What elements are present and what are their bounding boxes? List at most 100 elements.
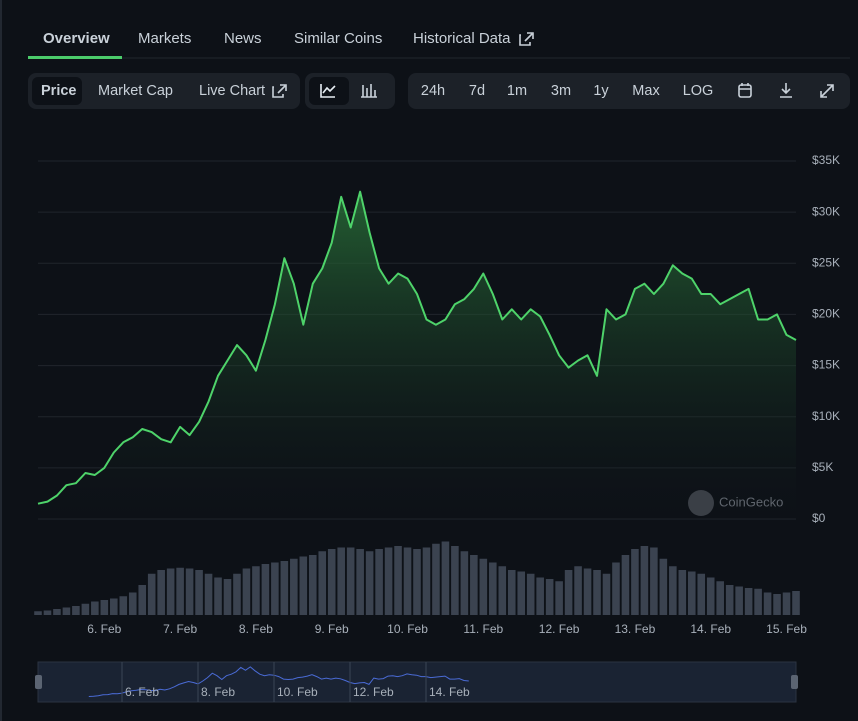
volume-bar [261, 564, 270, 615]
y-tick-label: $5K [812, 460, 833, 474]
range-button[interactable]: 24h [421, 83, 445, 99]
navigator-handle[interactable] [35, 675, 42, 689]
tab-underline [28, 56, 122, 59]
volume-bar [413, 549, 421, 615]
range-button[interactable]: 3m [551, 83, 571, 99]
range-button[interactable]: 7d [469, 83, 485, 99]
navigator-handle[interactable] [791, 675, 798, 689]
volume-bar [81, 603, 90, 615]
volume-bar [91, 601, 99, 615]
volume-bar [697, 573, 706, 615]
volume-bar [72, 606, 80, 615]
view-group [28, 73, 300, 109]
volume-bar [337, 547, 345, 615]
x-tick-label: 14. Feb [690, 622, 731, 636]
volume-bar [166, 568, 175, 615]
calendar-icon[interactable] [738, 83, 752, 98]
range-button[interactable]: 1y [593, 83, 609, 99]
fullscreen-icon[interactable] [820, 84, 834, 98]
price-area [38, 191, 796, 519]
volume-bar [242, 568, 251, 615]
watermark-logo [688, 490, 714, 516]
volume-bar [299, 556, 308, 615]
volume-bar [574, 566, 582, 615]
volume-bar [327, 549, 336, 615]
tab[interactable]: Similar Coins [294, 30, 382, 47]
volume-bar [507, 570, 516, 615]
volume-bar [754, 588, 762, 615]
view-button[interactable]: Market Cap [98, 83, 173, 99]
range-group [408, 73, 850, 109]
volume-bar [470, 555, 478, 615]
volume-bar [489, 562, 497, 615]
range-button[interactable]: Max [632, 83, 660, 99]
volume-bar [479, 558, 488, 615]
navigator-label: 8. Feb [201, 685, 235, 699]
view-button[interactable]: Live Chart [199, 83, 265, 99]
volume-bar [365, 551, 374, 615]
volume-bar [650, 547, 658, 615]
tab[interactable]: Markets [138, 30, 191, 47]
volume-bar [498, 566, 507, 615]
volume-bar [564, 570, 573, 615]
volume-bar [147, 573, 156, 615]
volume-bar [555, 581, 563, 615]
volume-bar [138, 585, 147, 615]
x-tick-label: 13. Feb [615, 622, 656, 636]
x-tick-label: 6. Feb [87, 622, 121, 636]
volume-bar [631, 549, 639, 615]
y-tick-label: $35K [812, 153, 840, 167]
watermark: CoinGecko [719, 494, 783, 509]
external-link-icon[interactable] [519, 32, 534, 46]
volume-bar [280, 561, 289, 615]
x-tick-label: 9. Feb [315, 622, 349, 636]
volume-bar [356, 549, 364, 615]
volume-bar [375, 549, 383, 615]
volume-bar [659, 558, 668, 615]
tab[interactable]: Historical Data [413, 30, 511, 47]
volume-bar [34, 611, 42, 615]
candle-icon[interactable] [361, 84, 377, 98]
volume-bar [782, 592, 791, 615]
volume-bar [593, 570, 601, 615]
tab[interactable]: News [224, 30, 262, 47]
tab[interactable]: Overview [43, 30, 110, 47]
navigator-label: 6. Feb [125, 685, 159, 699]
range-button[interactable]: LOG [683, 83, 714, 99]
volume-bar [195, 570, 203, 615]
volume-bar [678, 570, 687, 615]
volume-bar [308, 555, 317, 615]
volume-bar [53, 609, 61, 615]
x-tick-label: 7. Feb [163, 622, 197, 636]
line-icon[interactable] [320, 84, 336, 98]
download-icon[interactable] [780, 83, 792, 98]
volume-bar [384, 547, 393, 615]
x-tick-label: 15. Feb [766, 622, 807, 636]
volume-bar [744, 588, 753, 615]
volume-bar [403, 547, 412, 615]
x-tick-label: 10. Feb [387, 622, 428, 636]
volume-bar [517, 571, 526, 615]
volume-bar [669, 566, 677, 615]
volume-bar [526, 573, 535, 615]
volume-bar [735, 586, 743, 615]
y-tick-label: $30K [812, 204, 840, 218]
volume-bar [318, 551, 327, 615]
external-link-icon[interactable] [272, 84, 287, 98]
volume-bar [271, 562, 279, 615]
volume-bar [62, 607, 71, 615]
x-tick-label: 11. Feb [463, 622, 503, 636]
volume-bar [43, 610, 52, 615]
volume-bar [394, 546, 402, 615]
volume-bar [763, 592, 772, 615]
volume-bar [223, 579, 232, 615]
x-tick-label: 8. Feb [239, 622, 273, 636]
navigator-label: 10. Feb [277, 685, 318, 699]
range-button[interactable]: 1m [507, 83, 527, 99]
y-tick-label: $0 [812, 511, 826, 525]
y-tick-label: $10K [812, 409, 840, 423]
volume-bar [119, 596, 128, 615]
view-button[interactable]: Price [41, 83, 76, 99]
volume-bar [725, 585, 734, 615]
